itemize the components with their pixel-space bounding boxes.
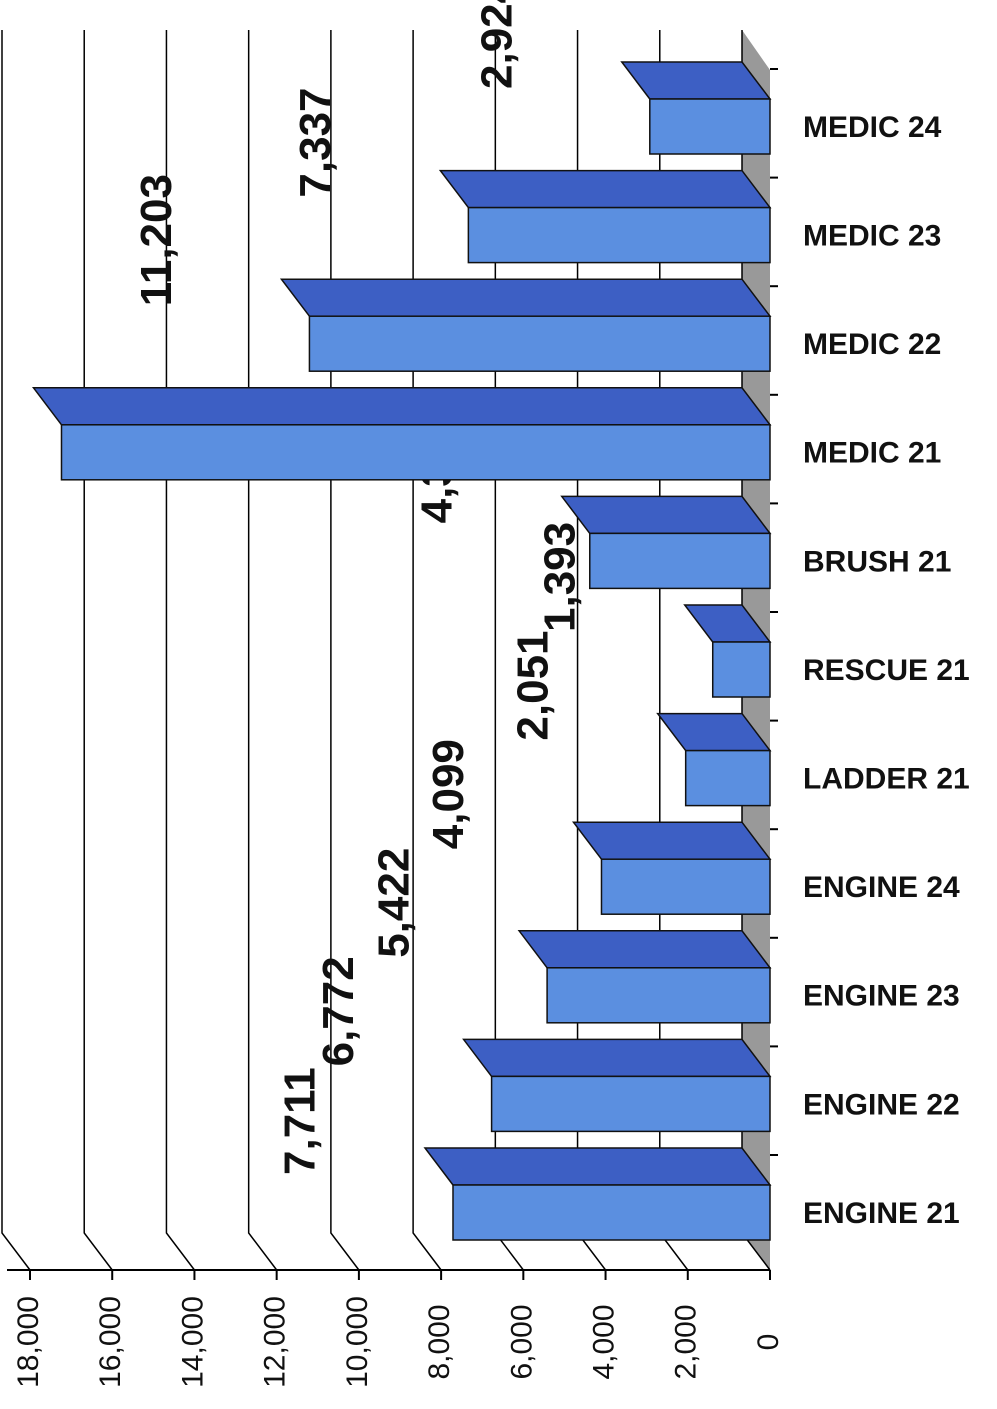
bar-top: [462, 1038, 772, 1078]
value-label: 11,203: [132, 174, 181, 306]
category-label: ENGINE 21: [803, 1197, 960, 1230]
bar-top: [571, 821, 772, 860]
value-label: 4,099: [424, 739, 473, 849]
value-label: 7,337: [291, 87, 340, 197]
value-label: 6,772: [314, 956, 363, 1066]
bar: [490, 1075, 771, 1133]
x-tick-label: 6,000: [505, 1304, 538, 1379]
category-label: MEDIC 23: [803, 220, 941, 253]
bar: [589, 532, 771, 590]
bar: [649, 98, 771, 155]
value-label: 7,711: [276, 1067, 325, 1175]
bar-top: [31, 387, 772, 426]
bar: [467, 206, 771, 264]
x-tick-label: 12,000: [259, 1296, 292, 1388]
bar-top: [438, 169, 772, 209]
bar-top: [423, 1147, 772, 1186]
grid-line: [412, 30, 442, 1271]
value-label: 1,393: [535, 522, 584, 632]
x-tick-label: 2,000: [670, 1304, 703, 1379]
bar: [711, 641, 771, 698]
x-tick-label: 8,000: [423, 1304, 456, 1379]
category-label: ENGINE 23: [803, 980, 960, 1013]
bar-top: [517, 930, 772, 969]
bar: [600, 858, 771, 915]
category-label: MEDIC 21: [803, 437, 941, 470]
value-label: 2,924: [472, 0, 521, 89]
bar: [60, 424, 771, 481]
x-tick-label: 0: [752, 1334, 785, 1351]
category-label: MEDIC 22: [803, 328, 941, 361]
x-tick-label: 18,000: [12, 1296, 45, 1388]
x-tick-label: 14,000: [176, 1296, 209, 1388]
bar-top: [279, 278, 772, 317]
bar: [452, 1184, 771, 1241]
x-tick-label: 4,000: [587, 1304, 620, 1379]
category-label: ENGINE 24: [803, 871, 960, 904]
x-tick-label: 16,000: [94, 1296, 127, 1388]
bar: [308, 315, 771, 372]
category-label: BRUSH 21: [803, 545, 951, 578]
category-label: ENGINE 22: [803, 1088, 960, 1121]
grid-line: [330, 30, 360, 1271]
grid-line: [83, 30, 113, 1271]
bar: [546, 967, 771, 1024]
bar-top: [560, 495, 772, 535]
grid-line: [247, 30, 278, 1271]
value-label: 2,051: [508, 630, 557, 740]
x-tick-label: 10,000: [341, 1296, 374, 1388]
bar: [684, 749, 771, 807]
value-label: 5,422: [370, 848, 419, 958]
category-label: RESCUE 21: [803, 654, 970, 687]
category-label: MEDIC 24: [803, 111, 942, 144]
grid-line: [1, 30, 31, 1271]
category-label: LADDER 21: [803, 763, 970, 796]
